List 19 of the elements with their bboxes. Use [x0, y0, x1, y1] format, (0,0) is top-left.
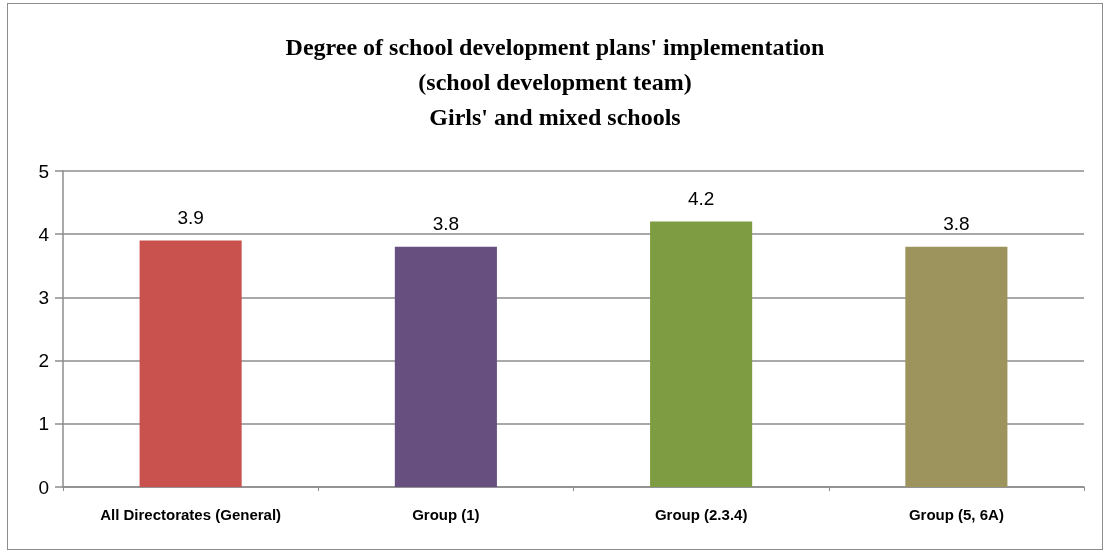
- bar: [650, 221, 753, 487]
- x-tick-label: Group (2.3.4): [654, 506, 748, 523]
- bar: [905, 246, 1008, 487]
- x-tick-label: All Directorates (General): [100, 506, 282, 523]
- data-label: 3.8: [432, 212, 460, 234]
- bar: [139, 240, 242, 487]
- data-label: 3.9: [177, 206, 204, 228]
- chart-title: Degree of school development plans' implementation (school development team) Girls' and mixed schools: [285, 33, 825, 130]
- y-tick-label: 3: [38, 286, 49, 308]
- y-tick-label: 5: [38, 160, 49, 182]
- y-tick-label: 0: [38, 476, 49, 498]
- x-tick-label: Group (1): [412, 506, 480, 523]
- bar: [394, 246, 497, 487]
- data-label: 4.2: [687, 187, 715, 209]
- y-tick-label: 2: [38, 350, 49, 372]
- x-tick-label: Group (5, 6A): [908, 506, 1004, 523]
- y-tick-label: 4: [38, 223, 50, 245]
- data-label: 3.8: [943, 212, 970, 234]
- y-tick-label: 1: [38, 413, 49, 435]
